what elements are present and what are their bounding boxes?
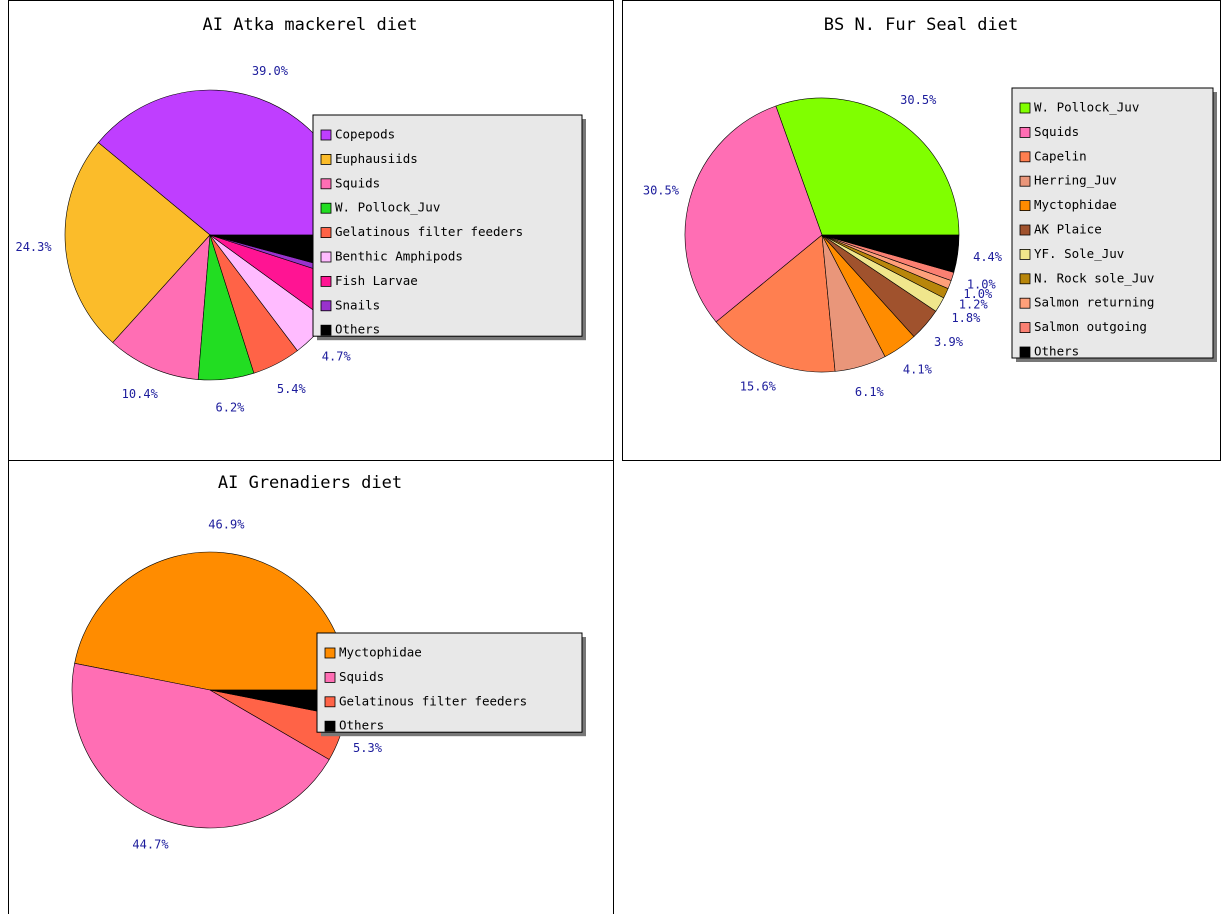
legend-swatch	[1019, 102, 1031, 114]
value-label: 1.0%	[967, 277, 997, 291]
legend-swatch	[320, 178, 332, 190]
legend-swatch	[324, 647, 336, 659]
legend-swatch	[320, 129, 332, 141]
legend-swatch	[1019, 127, 1031, 138]
legend-swatch	[324, 720, 336, 732]
pie-slice	[821, 234, 960, 273]
legend-label: Myctophidae	[339, 645, 422, 660]
value-label: 46.9%	[208, 518, 245, 532]
value-label: 24.3%	[15, 240, 52, 254]
panel-frame	[8, 460, 614, 914]
pie-slice	[71, 662, 330, 829]
legend-swatch	[1019, 151, 1031, 163]
legend	[1011, 87, 1214, 359]
value-label: 6.2%	[216, 400, 246, 414]
legend-swatch	[1019, 346, 1031, 358]
pie-slice	[775, 97, 960, 236]
value-label: 30.5%	[643, 184, 680, 198]
legend-swatch	[324, 696, 336, 708]
legend-label: Others	[339, 718, 384, 733]
chart-title: AI Grenadiers diet	[218, 473, 402, 493]
value-label: 4.7%	[322, 349, 352, 363]
value-label: 1.8%	[951, 311, 981, 325]
legend-swatch	[1019, 248, 1031, 260]
legend-label: Fish Larvae	[335, 273, 418, 288]
legend-swatch	[320, 275, 332, 287]
value-label: 30.5%	[900, 93, 937, 107]
panel-frame	[622, 0, 1221, 461]
legend-label: Squids	[1034, 124, 1079, 139]
legend-label: N. Rock sole_Juv	[1034, 270, 1154, 285]
legend-label: Gelatinous filter feeders	[335, 224, 523, 239]
chart-title: BS N. Fur Seal diet	[824, 15, 1018, 35]
legend-label: Squids	[339, 669, 384, 684]
legend-swatch	[1019, 273, 1031, 285]
legend-swatch	[320, 251, 332, 263]
legend-swatch	[320, 300, 332, 312]
legend-label: Snails	[335, 297, 380, 312]
legend-label: AK Plaice	[1034, 222, 1102, 237]
legend	[316, 632, 583, 733]
chart-title: AI Atka mackerel diet	[203, 15, 418, 35]
legend-label: Benthic Amphipods	[335, 249, 463, 264]
value-label: 39.0%	[252, 64, 289, 78]
value-label: 4.1%	[903, 363, 933, 377]
legend-label: W. Pollock_Juv	[335, 200, 440, 215]
legend-label: Herring_Juv	[1034, 173, 1117, 188]
value-label: 15.6%	[740, 379, 777, 393]
legend-label: Copepods	[335, 127, 395, 142]
legend	[312, 114, 583, 337]
legend-label: Squids	[335, 175, 380, 190]
legend-label: Others	[335, 322, 380, 337]
pie-slice	[684, 105, 823, 323]
legend-swatch	[1019, 322, 1031, 334]
legend-label: Salmon returning	[1034, 295, 1154, 310]
legend-swatch	[1019, 297, 1031, 309]
legend-label: YF. Sole_Juv	[1034, 246, 1124, 261]
legend-label: Others	[1034, 344, 1079, 359]
legend-label: Euphausiids	[335, 151, 418, 166]
legend-label: W. Pollock_Juv	[1034, 100, 1139, 115]
legend-swatch	[1019, 224, 1031, 236]
legend-label: Salmon outgoing	[1034, 319, 1147, 334]
legend-swatch	[320, 202, 332, 214]
value-label: 5.3%	[353, 741, 383, 755]
value-label: 44.7%	[132, 837, 169, 851]
pie-slice	[112, 234, 211, 380]
legend-swatch	[320, 227, 332, 239]
value-label: 4.4%	[973, 250, 1003, 264]
value-label: 10.4%	[122, 387, 159, 401]
legend-swatch	[324, 672, 336, 683]
value-label: 6.1%	[855, 385, 885, 399]
value-label: 5.4%	[277, 382, 307, 396]
pie-slice	[715, 234, 836, 373]
legend-label: Myctophidae	[1034, 197, 1117, 212]
legend-swatch	[1019, 200, 1031, 212]
pie-slice	[64, 142, 211, 343]
value-label: 1.0%	[963, 287, 993, 301]
legend-label: Capelin	[1034, 148, 1087, 163]
pie-slice	[74, 551, 349, 691]
value-label: 1.2%	[959, 297, 989, 311]
legend-swatch	[320, 153, 332, 165]
value-label: 3.9%	[934, 335, 964, 349]
legend-label: Gelatinous filter feeders	[339, 693, 527, 708]
legend-swatch	[320, 324, 332, 336]
legend-swatch	[1019, 175, 1031, 187]
